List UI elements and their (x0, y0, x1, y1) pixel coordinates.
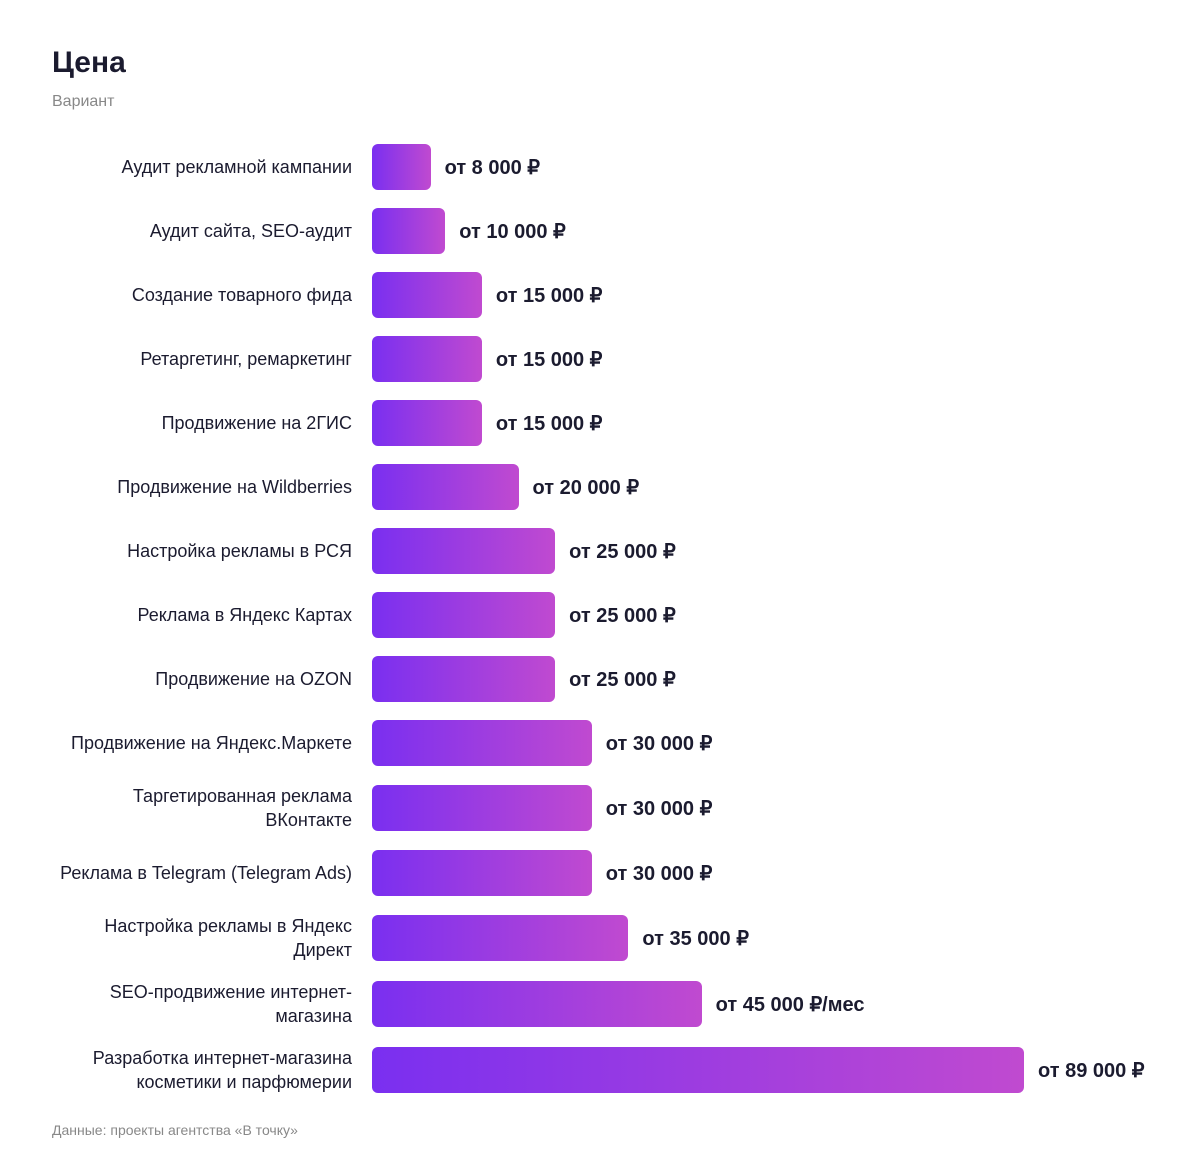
bar-row: Аудит рекламной кампании от 8 000 ₽ (52, 144, 1192, 190)
category-label: Реклама в Яндекс Картах (137, 605, 352, 625)
bar (372, 656, 556, 702)
bar (372, 272, 482, 318)
bar (372, 720, 592, 766)
value-label: от 45 000 ₽/мес (715, 993, 865, 1016)
bar-row: Продвижение на Wildberries от 20 000 ₽ (52, 464, 1192, 510)
bar-rows: Аудит рекламной кампании от 8 000 ₽ Аудит … (52, 144, 1192, 1112)
bar-row: Продвижение на OZON от 25 000 ₽ (52, 656, 1192, 702)
category-label: Аудит сайта, SEO-аудит (149, 221, 352, 241)
bar (372, 981, 702, 1027)
bar (372, 1047, 1024, 1093)
bar-row: Реклама в Telegram (Telegram Ads) от 30 0… (52, 850, 1192, 896)
category-label: Создание товарного фида (131, 285, 352, 305)
bar-row: Создание товарного фида от 15 000 ₽ (52, 272, 1192, 318)
bar-row: Таргетированная реклама ВКонтакте от 30 0… (52, 784, 1192, 832)
bar (372, 915, 629, 961)
value-label: от 15 000 ₽ (495, 284, 603, 307)
value-label: от 25 000 ₽ (569, 604, 676, 627)
category-label: Таргетированная реклама ВКонтакте (132, 786, 352, 830)
bar (372, 400, 482, 446)
bar (372, 850, 592, 896)
bar (372, 528, 556, 574)
chart-subtitle: Вариант (52, 93, 115, 110)
bar-row: SEO-продвижение интернет-магазина от 45 0… (52, 980, 1192, 1028)
bar (372, 785, 592, 831)
bar-row: Продвижение на 2ГИС от 15 000 ₽ (52, 400, 1192, 446)
bar-row: Реклама в Яндекс Картах от 25 000 ₽ (52, 592, 1192, 638)
value-label: от 89 000 ₽ (1038, 1059, 1145, 1082)
category-label: Аудит рекламной кампании (121, 157, 352, 177)
category-label: Продвижение на OZON (155, 669, 352, 689)
value-label: от 35 000 ₽ (642, 927, 749, 950)
bar (372, 336, 482, 382)
category-label: SEO-продвижение интернет-магазина (109, 982, 352, 1026)
bar-row: Настройка рекламы в РСЯ от 25 000 ₽ (52, 528, 1192, 574)
bar-row: Разработка интернет-магазина косметики и… (52, 1046, 1192, 1094)
value-label: от 10 000 ₽ (459, 220, 566, 243)
category-label: Продвижение на 2ГИС (161, 413, 352, 433)
category-label: Ретаргетинг, ремаркетинг (140, 349, 352, 369)
bar (372, 592, 556, 638)
value-label: от 8 000 ₽ (444, 156, 540, 179)
bar (372, 464, 519, 510)
value-label: от 30 000 ₽ (605, 862, 713, 885)
category-label: Разработка интернет-магазина косметики и… (92, 1048, 352, 1092)
bar (372, 144, 431, 190)
bar-row: Настройка рекламы в Яндекс Директ от 35 0… (52, 914, 1192, 962)
bar (372, 208, 446, 254)
bar-row: Ретаргетинг, ремаркетинг от 15 000 ₽ (52, 336, 1192, 382)
category-label: Настройка рекламы в РСЯ (127, 541, 352, 561)
category-label: Реклама в Telegram (Telegram Ads) (60, 863, 352, 883)
bar-row: Продвижение на Яндекс.Маркете от 30 000 ₽ (52, 720, 1192, 766)
value-label: от 25 000 ₽ (569, 668, 676, 691)
value-label: от 25 000 ₽ (569, 540, 676, 563)
category-label: Настройка рекламы в Яндекс Директ (104, 916, 352, 960)
bar-row: Аудит сайта, SEO-аудит от 10 000 ₽ (52, 208, 1192, 254)
value-label: от 30 000 ₽ (605, 732, 713, 755)
value-label: от 30 000 ₽ (605, 797, 713, 820)
source-note: Данные: проекты агентства «В точку» (52, 1122, 298, 1138)
value-label: от 15 000 ₽ (495, 348, 603, 371)
value-label: от 20 000 ₽ (532, 476, 640, 499)
category-label: Продвижение на Яндекс.Маркете (71, 733, 352, 753)
category-label: Продвижение на Wildberries (117, 477, 352, 497)
value-label: от 15 000 ₽ (495, 412, 603, 435)
chart-title: Цена (52, 46, 126, 79)
